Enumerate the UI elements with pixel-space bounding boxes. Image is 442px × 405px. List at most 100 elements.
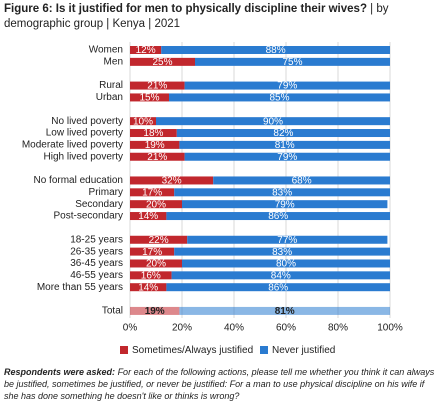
bar-segment bbox=[130, 46, 162, 54]
bar-segment bbox=[130, 212, 167, 221]
y-tick-label: Men bbox=[104, 57, 123, 68]
x-tick-label: 80% bbox=[328, 323, 348, 334]
bar-segment bbox=[130, 57, 195, 66]
value-label: 12% bbox=[136, 45, 156, 56]
value-label: 21% bbox=[147, 152, 167, 163]
x-tick-label: 60% bbox=[276, 323, 296, 334]
x-tick-label: 20% bbox=[172, 323, 192, 334]
bar-segment bbox=[130, 81, 185, 90]
value-label: 75% bbox=[282, 57, 302, 68]
y-tick-label: No lived poverty bbox=[51, 116, 123, 127]
value-label: 86% bbox=[268, 282, 288, 293]
value-label: 32% bbox=[162, 176, 182, 187]
legend-swatch bbox=[120, 346, 128, 354]
bar-segment bbox=[130, 140, 180, 149]
y-tick-label: Low lived poverty bbox=[46, 128, 123, 139]
x-tick-label: 0% bbox=[123, 323, 138, 334]
y-tick-label: 26-35 years bbox=[70, 246, 123, 257]
value-label: 84% bbox=[271, 270, 291, 281]
x-tick-label: 100% bbox=[377, 323, 403, 334]
value-label: 83% bbox=[272, 247, 292, 258]
bar-segment bbox=[130, 129, 177, 138]
y-tick-label: No formal education bbox=[34, 175, 124, 186]
y-tick-label: Moderate lived poverty bbox=[22, 140, 123, 151]
bar-segment bbox=[130, 176, 214, 185]
legend-swatch bbox=[260, 346, 268, 354]
value-label: 17% bbox=[142, 187, 162, 198]
footnote: Respondents were asked: For each of the … bbox=[4, 366, 438, 402]
value-label: 85% bbox=[269, 93, 289, 104]
y-tick-label: Post-secondary bbox=[54, 211, 123, 222]
y-tick-label: Total bbox=[102, 306, 123, 317]
value-label: 79% bbox=[275, 199, 295, 210]
bar-segment bbox=[213, 176, 390, 185]
bar-segment bbox=[184, 152, 390, 161]
value-label: 22% bbox=[149, 235, 169, 246]
value-label: 79% bbox=[277, 81, 297, 92]
y-tick-label: High lived poverty bbox=[44, 151, 123, 162]
value-label: 81% bbox=[275, 140, 295, 151]
value-label: 86% bbox=[268, 211, 288, 222]
bar-segment bbox=[187, 235, 388, 244]
value-label: 83% bbox=[272, 187, 292, 198]
bar-segment bbox=[130, 271, 172, 280]
value-label: 20% bbox=[146, 259, 166, 270]
bar-segment bbox=[130, 152, 185, 161]
bar-segment bbox=[179, 306, 390, 315]
y-tick-label: Primary bbox=[89, 187, 123, 198]
chart: 0% 20% 40% 60% 80% 100% Women 12% 88% Men 25% 75% Ru… bbox=[22, 42, 403, 356]
bar-segment bbox=[166, 283, 390, 292]
note-lead: Respondents were asked: bbox=[4, 367, 116, 377]
chart-title: Figure 6: Is it justified for men to phy… bbox=[4, 3, 367, 15]
value-label: 68% bbox=[292, 176, 312, 187]
legend-label: Never justified bbox=[272, 345, 335, 356]
y-tick-label: 36-45 years bbox=[70, 258, 123, 269]
bar-segment bbox=[130, 283, 167, 292]
value-label: 90% bbox=[263, 116, 283, 127]
value-label: 19% bbox=[145, 140, 165, 151]
bar-segment bbox=[171, 271, 390, 280]
x-tick-label: 40% bbox=[224, 323, 244, 334]
legend-label: Sometimes/Always justified bbox=[132, 345, 253, 356]
y-tick-label: Women bbox=[89, 45, 123, 56]
value-label: 21% bbox=[147, 81, 167, 92]
bar-segment bbox=[130, 188, 175, 197]
value-label: 79% bbox=[277, 152, 297, 163]
value-label: 14% bbox=[138, 211, 158, 222]
value-label: 14% bbox=[138, 282, 158, 293]
bar-segment bbox=[130, 247, 175, 256]
bar-segment bbox=[130, 306, 180, 315]
bar-segment bbox=[195, 57, 390, 66]
y-tick-label: Secondary bbox=[75, 199, 123, 210]
bar-segment bbox=[130, 93, 169, 102]
value-label: 77% bbox=[277, 235, 297, 246]
bar-segment bbox=[174, 188, 390, 197]
value-label: 19% bbox=[145, 306, 165, 317]
bar-segment bbox=[130, 117, 156, 126]
bar-segment bbox=[184, 81, 390, 90]
value-label: 80% bbox=[276, 259, 296, 270]
bar-segment bbox=[156, 117, 390, 126]
bar-segment bbox=[130, 259, 182, 268]
value-label: 20% bbox=[146, 199, 166, 210]
bar-segment bbox=[169, 93, 390, 102]
value-label: 88% bbox=[266, 45, 286, 56]
y-tick-label: 18-25 years bbox=[70, 234, 123, 245]
value-label: 25% bbox=[152, 57, 172, 68]
bar-segment bbox=[174, 247, 390, 256]
value-label: 16% bbox=[141, 270, 161, 281]
value-label: 81% bbox=[275, 306, 295, 317]
bar-segment bbox=[179, 140, 390, 149]
bar-segment bbox=[161, 46, 390, 54]
note-text: For each of the following actions, pleas… bbox=[4, 367, 435, 401]
value-label: 15% bbox=[139, 93, 159, 104]
bar-segment bbox=[182, 200, 388, 209]
bar-segment bbox=[176, 129, 390, 138]
value-label: 10% bbox=[133, 116, 153, 127]
bar-segment bbox=[130, 200, 182, 209]
y-tick-label: Rural bbox=[99, 80, 123, 91]
bar-segment bbox=[182, 259, 390, 268]
chart-subtitle: | by demographic group | Kenya | 2021 bbox=[4, 3, 389, 30]
bar-segment bbox=[130, 235, 188, 244]
